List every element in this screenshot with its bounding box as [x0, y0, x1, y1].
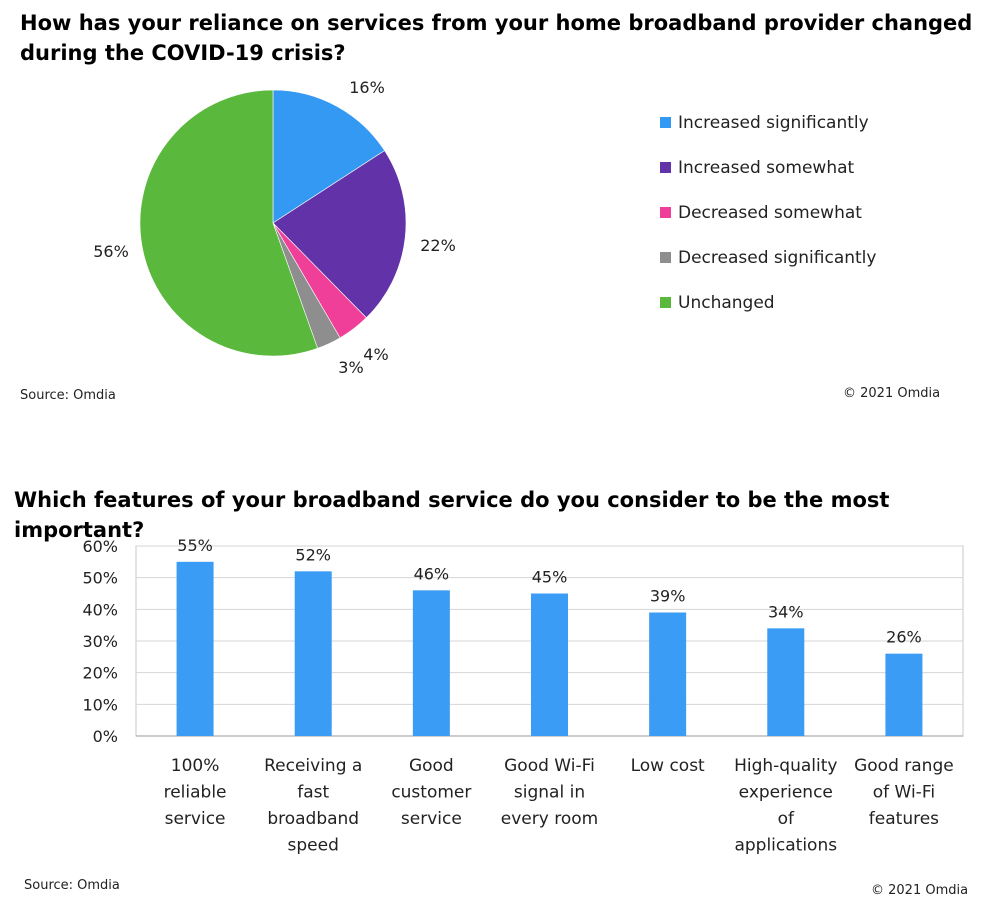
legend-label: Increased significantly	[678, 112, 869, 133]
pie-legend: Increased significantly Increased somewh…	[660, 100, 980, 325]
legend-label: Increased somewhat	[678, 157, 855, 178]
bar-value-label: 34%	[768, 602, 804, 621]
legend-swatch	[660, 117, 671, 128]
legend-swatch	[660, 162, 671, 173]
x-category-label: Receiving a fast broadband speed	[264, 756, 362, 856]
pie-slice-increased-significantly	[272, 89, 385, 224]
pie-value-label: 4%	[363, 345, 388, 364]
bar-value-label: 52%	[295, 545, 331, 564]
legend-label: Decreased significantly	[678, 247, 877, 268]
bar	[176, 561, 214, 736]
bar	[412, 590, 450, 736]
bar-value-label: 26%	[886, 628, 922, 647]
bar	[767, 628, 805, 736]
y-tick-label: 60%	[82, 537, 118, 556]
x-category-label: Good customer service	[391, 756, 471, 829]
x-category-label: High-quality experience of applications	[734, 756, 837, 856]
bar	[294, 571, 332, 736]
bar	[649, 612, 687, 736]
pie-value-label: 22%	[420, 236, 456, 255]
y-tick-label: 20%	[82, 664, 118, 683]
legend-swatch	[660, 207, 671, 218]
pie-value-label: 3%	[338, 358, 363, 377]
bar-value-label: 46%	[414, 564, 450, 583]
legend-label: Unchanged	[678, 292, 775, 313]
legend-item-unchanged: Unchanged	[660, 280, 980, 325]
pie-copyright: © 2021 Omdia	[843, 386, 941, 401]
legend-swatch	[660, 297, 671, 308]
legend-label: Decreased somewhat	[678, 202, 862, 223]
x-category-label: Good range of Wi-Fi features	[854, 756, 954, 829]
bar	[531, 593, 568, 736]
pie-chart: 16% 22% 4%3% 56%	[93, 78, 456, 377]
y-tick-label: 40%	[82, 600, 118, 619]
bar-copyright: © 2021 Omdia	[871, 883, 969, 898]
bar	[885, 653, 923, 736]
legend-item-decreased-significantly: Decreased significantly	[660, 235, 980, 280]
bar-chart-title: Which features of your broadband service…	[14, 488, 890, 542]
pie-chart-title: How has your reliance on services from y…	[20, 11, 973, 65]
x-category-label: Low cost	[631, 756, 705, 776]
pie-slice-unchanged	[139, 89, 319, 357]
bar-value-label: 55%	[177, 536, 213, 555]
bar-value-label: 45%	[532, 568, 568, 587]
y-tick-label: 0%	[93, 727, 118, 746]
x-category-label: Good Wi-Fi signal in every room	[501, 756, 598, 829]
y-tick-label: 10%	[82, 695, 118, 714]
pie-value-label: 56%	[93, 242, 129, 261]
bar-chart: 0% 10% 20% 30% 40% 50% 60% 55% 100% reliable servi…	[82, 536, 964, 856]
pie-value-label: 16%	[349, 78, 385, 97]
legend-item-decreased-somewhat: Decreased somewhat	[660, 190, 980, 235]
legend-swatch	[660, 252, 671, 263]
legend-item-increased-significantly: Increased significantly	[660, 100, 980, 145]
y-tick-label: 30%	[82, 632, 118, 651]
pie-slice-increased-somewhat	[272, 150, 407, 319]
pie-source-note: Source: Omdia	[20, 388, 116, 403]
legend-item-increased-somewhat: Increased somewhat	[660, 145, 980, 190]
y-tick-label: 50%	[82, 569, 118, 588]
bar-value-label: 39%	[650, 587, 686, 606]
x-category-label: 100% reliable service	[164, 756, 227, 829]
bar-source-note: Source: Omdia	[24, 878, 120, 893]
